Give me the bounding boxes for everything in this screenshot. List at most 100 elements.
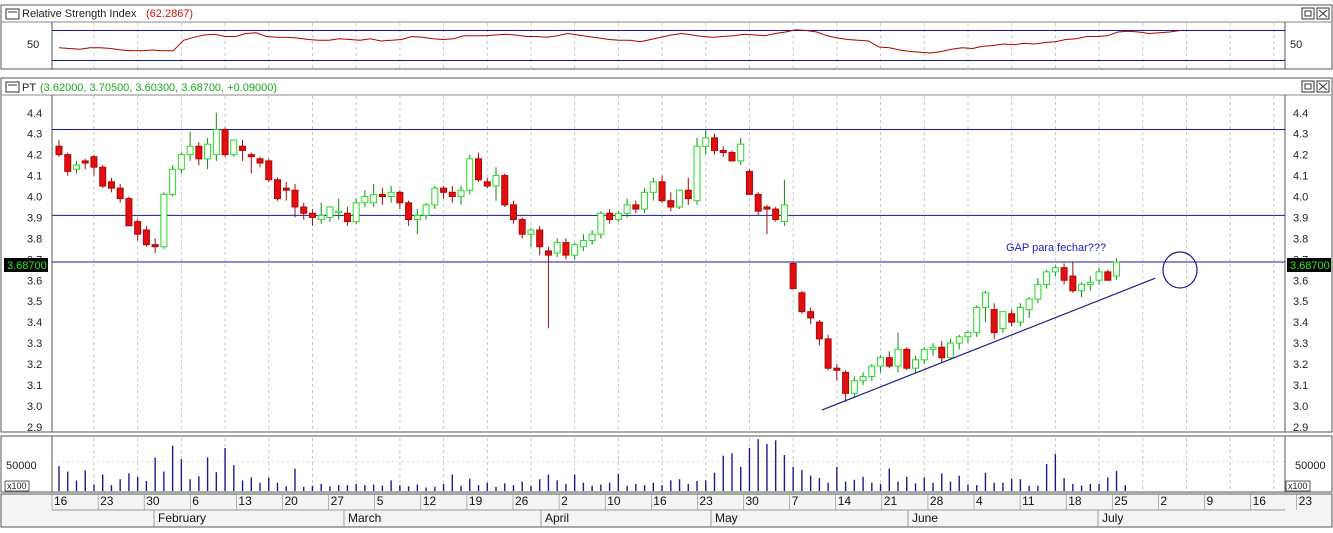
x-day-label: 28 (930, 494, 944, 508)
candle-up (1034, 283, 1042, 300)
candle-up (352, 202, 360, 223)
candle-down (1008, 313, 1016, 323)
candle-down (536, 229, 544, 248)
price-tick-label-right: 3.3 (1293, 338, 1308, 350)
candle-down (282, 187, 290, 191)
volume-multiplier-left: x100 (7, 481, 27, 491)
x-month-label: June (912, 511, 938, 525)
candle-down (632, 204, 640, 210)
candle-up (780, 204, 788, 223)
candle-down (684, 189, 692, 200)
candle-down (378, 193, 386, 197)
candle-down (798, 292, 806, 313)
x-day-label: 2 (561, 494, 568, 508)
x-day-label: 12 (423, 494, 437, 508)
price-tick-label-left: 3.9 (27, 212, 42, 224)
price-tick-label-right: 3.8 (1293, 233, 1308, 245)
price-panel: PT (3.62000, 3.70500, 3.60300, 3.68700, … (0, 77, 1333, 434)
candle-down (475, 158, 483, 181)
candle-down (990, 309, 998, 334)
candle-down (562, 242, 570, 256)
candle-down (107, 181, 115, 189)
candle-down (64, 154, 72, 172)
candle-down (745, 170, 753, 195)
price-restore-icon[interactable] (1301, 80, 1315, 93)
candle-up (894, 348, 902, 367)
candle-up (597, 212, 605, 235)
candle-up (641, 191, 649, 210)
price-tick-label-right: 4.0 (1293, 192, 1308, 204)
price-tick-label-left: 2.9 (27, 422, 42, 434)
rsi-panel: Relative Strength Index (62.2867) 50 50 (0, 4, 1333, 70)
x-day-label: 23 (699, 494, 713, 508)
price-tick-label-right: 3.5 (1293, 296, 1308, 308)
candle-up (693, 145, 701, 202)
candle-up (981, 292, 989, 308)
volume-axis-right-label: 50000 (1295, 460, 1326, 472)
volume-panel: 50000 50000 x100 x100 (0, 435, 1333, 493)
price-tick-label-right: 3.1 (1293, 380, 1308, 392)
x-day-label: 14 (838, 494, 852, 508)
candle-up (1043, 271, 1051, 285)
x-day-label: 30 (146, 494, 160, 508)
candle-up (387, 191, 395, 197)
x-day-label: 7 (792, 494, 799, 508)
price-tick-label-left: 3.4 (27, 317, 42, 329)
candle-up (457, 189, 465, 197)
candle-up (1025, 298, 1033, 311)
candle-up (177, 154, 185, 170)
candle-up (326, 206, 334, 218)
candle-down (134, 221, 142, 235)
candle-up (571, 244, 579, 256)
candle-down (833, 367, 841, 371)
price-panel-menu-icon[interactable] (5, 81, 20, 93)
price-tick-label-left: 4.0 (27, 192, 42, 204)
candle-up (72, 164, 80, 170)
price-tick-label-right: 4.4 (1293, 108, 1308, 120)
price-tick-label-right: 3.4 (1293, 317, 1308, 329)
x-day-label: 18 (1068, 494, 1082, 508)
x-day-label: 26 (515, 494, 529, 508)
price-tick-label-right: 2.9 (1293, 422, 1308, 434)
price-tick-label-right: 3.0 (1293, 401, 1308, 413)
rsi-close-icon[interactable] (1316, 7, 1330, 20)
candle-down (903, 348, 911, 369)
price-tick-label-left: 3.8 (27, 233, 42, 245)
candle-up (169, 168, 177, 195)
x-day-label: 27 (331, 494, 345, 508)
candle-down (308, 212, 316, 218)
price-tick-label-right: 3.2 (1293, 359, 1308, 371)
candle-up (973, 306, 981, 334)
x-day-label: 11 (1022, 494, 1035, 508)
candle-down (291, 189, 299, 208)
price-tick-label-left: 4.4 (27, 108, 42, 120)
candle-up (1095, 271, 1103, 281)
price-tick-label-left: 3.5 (27, 296, 42, 308)
candle-down (667, 200, 675, 208)
candle-down (99, 166, 107, 187)
x-day-label: 21 (884, 494, 898, 508)
price-tick-label-right: 4.3 (1293, 129, 1308, 141)
price-tick-label-left: 3.3 (27, 338, 42, 350)
last-price-right-label: 3.68700 (1290, 260, 1330, 272)
x-day-label: 4 (976, 494, 983, 508)
candle-down (300, 206, 308, 214)
candle-down (239, 145, 247, 151)
price-close-icon[interactable] (1316, 80, 1330, 93)
candle-up (492, 175, 500, 187)
last-price-right-badge: 3.68700 (1287, 258, 1331, 272)
candle-up (422, 204, 430, 216)
candle-down (116, 187, 124, 200)
candle-down (221, 129, 229, 156)
price-tick-label-left: 4.1 (27, 171, 42, 183)
panel-menu-icon[interactable] (5, 8, 20, 20)
x-day-label: 13 (238, 494, 252, 508)
candle-down (501, 175, 509, 206)
candle-down (125, 198, 133, 227)
candle-down (824, 338, 832, 369)
candle-down (151, 244, 159, 248)
price-tick-label-left: 4.2 (27, 150, 42, 162)
rsi-restore-icon[interactable] (1301, 7, 1315, 20)
